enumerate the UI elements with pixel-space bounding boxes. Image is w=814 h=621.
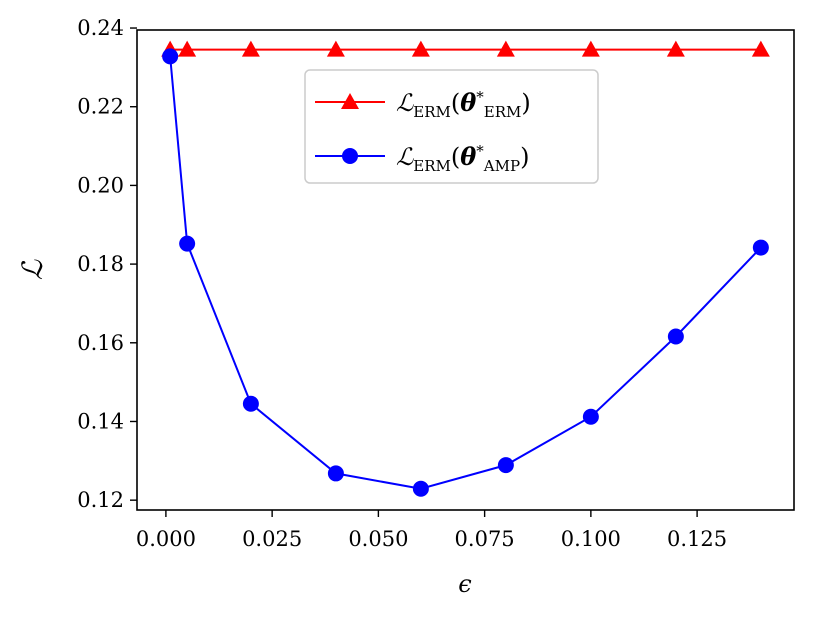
series-layer	[161, 40, 770, 497]
legend-frame	[304, 69, 599, 184]
series-2-point	[752, 239, 769, 256]
legend-erm-sup: *	[476, 88, 484, 106]
x-axis-label: ϵ	[458, 570, 471, 598]
legend-amp-sub1: ERM	[413, 157, 451, 175]
series-1-point	[178, 40, 197, 57]
legend-triangle-marker	[341, 93, 359, 109]
legend-erm-sub2: ERM	[484, 103, 522, 121]
axes-frame	[136, 29, 795, 511]
series-1-point	[326, 40, 345, 57]
x-tick-label: 0.100	[561, 527, 621, 551]
y-tick-label: 0.20	[77, 173, 124, 197]
series-2-point	[179, 235, 196, 252]
series-1-point	[751, 40, 770, 57]
legend-label-erm: ℒERM(θ*ERM)	[396, 88, 531, 121]
legend-erm-arg: θ	[460, 88, 476, 117]
y-tick-label: 0.16	[77, 331, 124, 355]
x-tick-label: 0.050	[348, 527, 408, 551]
y-tick-label: 0.22	[77, 95, 124, 119]
legend-amp-main: ℒ	[396, 143, 414, 171]
series-1-point	[666, 40, 685, 57]
series-2-point	[412, 480, 429, 497]
y-axis-label: ℒ	[16, 259, 49, 280]
legend-circle-marker	[342, 148, 358, 164]
legend-amp-arg: θ	[460, 142, 476, 171]
series-2-point	[242, 395, 259, 412]
legend-label-amp: ℒERM(θ*AMP)	[396, 142, 529, 175]
series-2-point	[162, 48, 179, 65]
y-tick-label: 0.14	[77, 409, 124, 433]
x-tick-label: 0.075	[455, 527, 515, 551]
legend-erm-main: ℒ	[396, 89, 414, 117]
x-tick-label: 0.125	[667, 527, 727, 551]
series-2-point	[667, 328, 684, 345]
legend: ℒERM(θ*ERM) ℒERM(θ*AMP)	[304, 69, 599, 184]
axes-layer: 0.000 0.025 0.050 0.075 0.100 0.125 0.12 0.14 0.…	[77, 16, 795, 551]
series-2-point	[327, 465, 344, 482]
legend-amp-sub2: AMP	[483, 157, 520, 175]
series-1-point	[496, 40, 515, 57]
series-1-point	[241, 40, 260, 57]
legend-amp-sup: *	[476, 142, 484, 160]
legend-erm-sub1: ERM	[413, 103, 451, 121]
series-1-point	[411, 40, 430, 57]
y-tick-label: 0.18	[77, 252, 124, 276]
x-tick-label: 0.025	[242, 527, 302, 551]
y-tick-label: 0.12	[77, 488, 124, 512]
series-2-point	[497, 457, 514, 474]
series-2-point	[582, 408, 599, 425]
x-tick-label: 0.000	[136, 527, 196, 551]
series-1-point	[581, 40, 600, 57]
y-tick-label: 0.24	[77, 16, 124, 40]
